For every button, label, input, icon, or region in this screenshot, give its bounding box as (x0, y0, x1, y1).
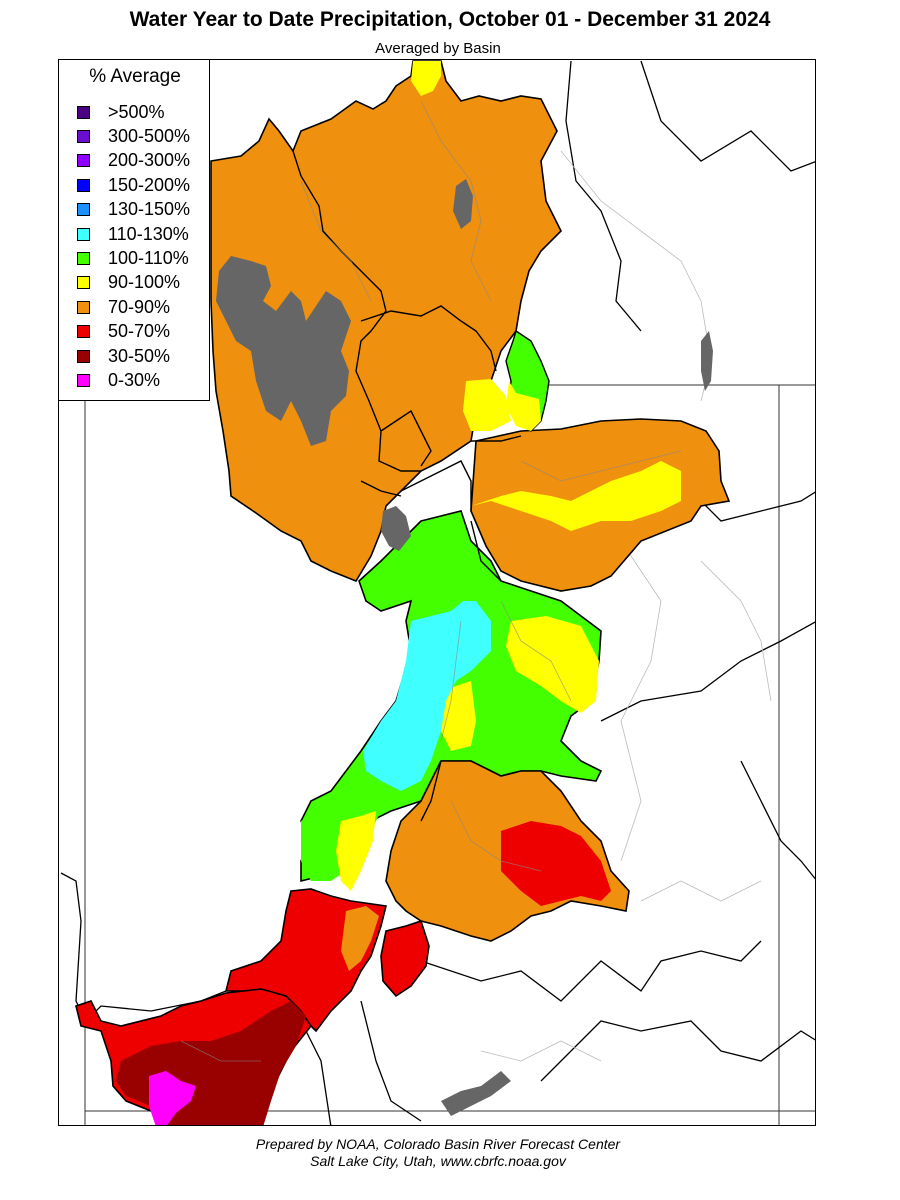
basin-boundary (471, 435, 522, 442)
legend-label: 0-30% (108, 369, 161, 390)
legend-swatch (77, 154, 90, 168)
legend-swatch (77, 130, 90, 144)
river (440, 620, 462, 742)
legend-swatch (77, 105, 90, 119)
bear-lake (453, 179, 473, 229)
river (700, 560, 772, 702)
legend-label: >500% (108, 101, 165, 122)
legend-swatch (77, 252, 90, 266)
basin-outline (60, 872, 227, 1023)
region-90-100 (463, 379, 511, 431)
legend-item: 100-110% (77, 246, 190, 270)
legend-swatch (77, 203, 90, 217)
region-90-100 (336, 811, 376, 891)
legend-title: % Average (89, 66, 181, 87)
river (300, 180, 372, 302)
legend-label: 110-130% (108, 223, 189, 244)
map-subtitle: Averaged by Basin (375, 40, 501, 57)
legend-item: 110-130% (77, 222, 190, 246)
basin-boundaries (292, 150, 522, 822)
basin-outline (680, 480, 815, 522)
basin-outline (360, 1000, 422, 1122)
great-salt-lake (216, 256, 351, 446)
river (520, 450, 682, 482)
basin-boundary (380, 409, 432, 467)
legend-item: 50-70% (77, 320, 190, 344)
basin-virgin-upper (380, 919, 430, 998)
legend: % Average >500% 300-500% 200-300% 150-200% 1… (58, 59, 210, 401)
legend-item: 300-500% (77, 124, 190, 148)
legend-label: 30-50% (108, 345, 171, 366)
credit: Prepared by NOAA, Colorado Basin River F… (0, 1136, 876, 1170)
basin-outline (540, 1020, 815, 1082)
legend-label: 300-500% (108, 126, 191, 147)
region-90-100 (439, 681, 476, 751)
legend-swatch (77, 276, 90, 290)
outer-rivers (480, 150, 772, 1062)
basin-outline (420, 940, 762, 1002)
map-title: Water Year to Date Precipitation, Octobe… (129, 8, 771, 31)
region-50-70 (501, 821, 611, 906)
region-0-30 (149, 1071, 196, 1125)
credit-line-2: Salt Lake City, Utah, www.cbrfc.noaa.gov (310, 1153, 566, 1169)
river (620, 540, 662, 862)
legend-swatch (77, 178, 90, 192)
river (180, 1040, 261, 1062)
basin-boundary (292, 150, 421, 472)
basin-map (60, 60, 815, 1125)
region-90-100 (411, 61, 441, 96)
lake-powell (441, 1071, 511, 1116)
legend-item: 0-30% (77, 368, 190, 392)
legend-item: 130-150% (77, 198, 190, 222)
legend-swatch (77, 227, 90, 241)
legend-items: >500% 300-500% 200-300% 150-200% 130-150% 110… (77, 100, 190, 393)
river (560, 150, 712, 402)
inner-rivers (180, 100, 682, 1062)
legend-swatch (77, 373, 90, 387)
legend-item: >500% (77, 100, 190, 124)
lakes (216, 179, 713, 1116)
basin-boundary (420, 760, 442, 822)
river (500, 600, 572, 702)
river (640, 880, 762, 902)
basin-outline (600, 621, 815, 722)
basin-boundary (470, 520, 502, 582)
basin-outline (740, 760, 815, 880)
utah-lake (381, 506, 411, 551)
region-90-100 (471, 461, 681, 531)
credit-line-1: Prepared by NOAA, Colorado Basin River F… (255, 1136, 621, 1152)
legend-item: 200-300% (77, 149, 190, 173)
legend-label: 200-300% (108, 150, 191, 171)
basin-boundary (360, 480, 402, 497)
legend-label: 130-150% (108, 199, 191, 220)
legend-item: 30-50% (77, 344, 190, 368)
region-70-90 (341, 906, 379, 971)
legend-item: 150-200% (77, 173, 190, 197)
legend-label: 90-100% (108, 272, 181, 293)
map-frame[interactable] (58, 59, 816, 1126)
legend-swatch (77, 300, 90, 314)
basin-boundary (360, 305, 497, 372)
river (480, 1040, 602, 1062)
legend-label: 150-200% (108, 174, 191, 195)
region-90-100 (506, 381, 541, 431)
region-110-130 (363, 601, 491, 791)
legend-label: 70-90% (108, 296, 171, 317)
river (450, 800, 542, 872)
basin-outline (300, 1020, 332, 1125)
basin-boundary (400, 460, 472, 511)
reservoir (701, 331, 713, 391)
basin-outline (640, 60, 815, 172)
river (420, 100, 492, 302)
legend-label: 50-70% (108, 321, 171, 342)
outer-basins (60, 60, 815, 1125)
legend-label: 100-110% (108, 248, 189, 269)
basin-outline (565, 60, 642, 332)
legend-item: 90-100% (77, 271, 190, 295)
legend-swatch (77, 325, 90, 339)
legend-item: 70-90% (77, 295, 190, 319)
legend-swatch (77, 349, 90, 363)
